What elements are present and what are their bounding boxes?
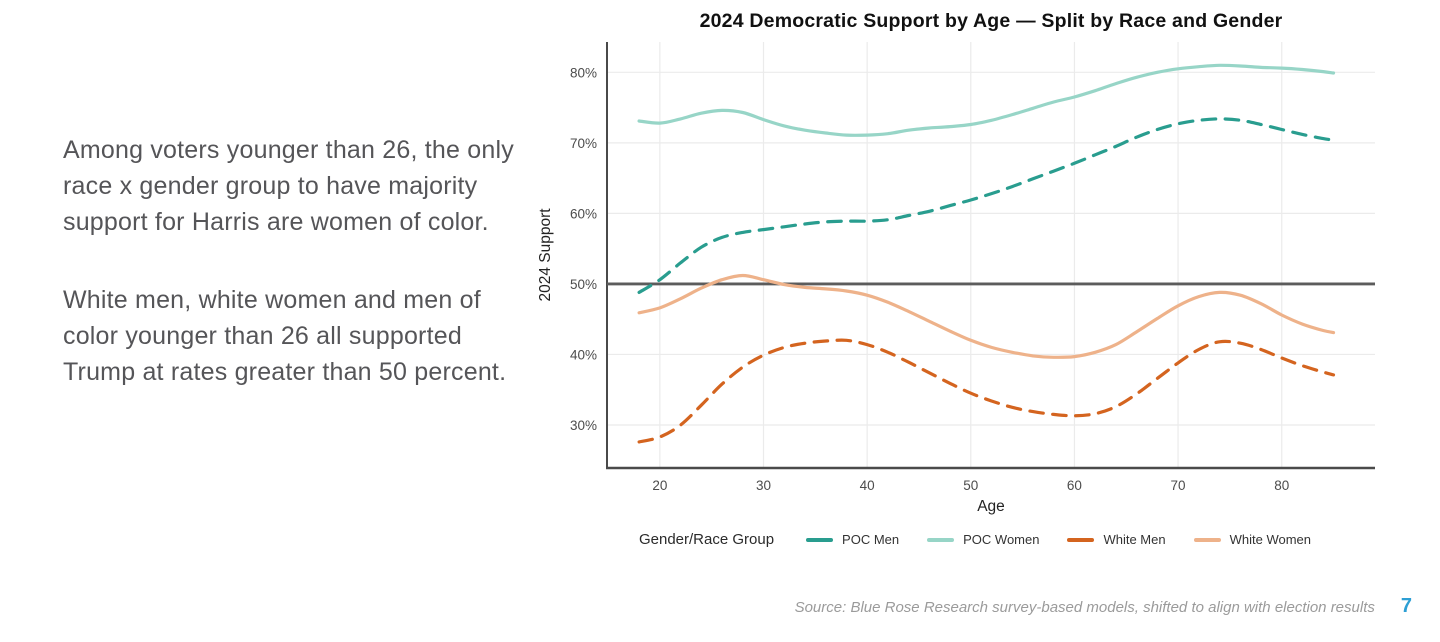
y-axis-tick-label: 80% bbox=[570, 65, 597, 80]
y-axis-tick-label: 40% bbox=[570, 347, 597, 362]
legend-swatch-icon bbox=[1193, 537, 1221, 542]
commentary-block: Among voters younger than 26, the only r… bbox=[63, 132, 523, 432]
x-axis-tick-label: 70 bbox=[1171, 478, 1186, 493]
x-axis-tick-label: 40 bbox=[860, 478, 875, 493]
y-axis-tick-label: 60% bbox=[570, 206, 597, 221]
legend-item-poc-women: POC Women bbox=[927, 532, 1039, 547]
chart-legend: Gender/Race Group POC Men POC Women White … bbox=[530, 531, 1420, 548]
series-line-poc-men bbox=[637, 117, 1336, 294]
x-axis-tick-label: 80 bbox=[1274, 478, 1289, 493]
commentary-paragraph-1: Among voters younger than 26, the only r… bbox=[63, 136, 514, 236]
legend-item-white-women: White Women bbox=[1193, 532, 1312, 547]
legend-label: POC Men bbox=[842, 532, 900, 547]
support-by-age-chart: 30% 40% 50% 60% 70% 80% 20 30 40 50 60 70 80 2024 Dem… bbox=[530, 0, 1430, 520]
legend-title: Gender/Race Group bbox=[638, 531, 775, 548]
legend-item-poc-men: POC Men bbox=[806, 532, 899, 547]
legend-swatch-icon bbox=[806, 537, 834, 542]
series-line-white-women bbox=[637, 273, 1336, 359]
legend-label: POC Women bbox=[963, 532, 1040, 547]
page-number: 7 bbox=[1400, 595, 1412, 617]
y-axis-tick-label: 30% bbox=[570, 418, 597, 433]
y-axis-tick-label: 70% bbox=[570, 136, 597, 151]
legend-label: White Women bbox=[1229, 532, 1312, 547]
legend-label: White Men bbox=[1103, 532, 1166, 547]
y-axis-title: 2024 Support bbox=[537, 208, 554, 302]
legend-item-white-men: White Men bbox=[1067, 532, 1166, 547]
source-attribution: Source: Blue Rose Research survey-based … bbox=[794, 599, 1375, 616]
footer: Source: Blue Rose Research survey-based … bbox=[530, 595, 1412, 618]
x-axis-title: Age bbox=[977, 498, 1005, 515]
x-axis-tick-label: 20 bbox=[652, 478, 667, 493]
y-axis-tick-label: 50% bbox=[570, 277, 597, 292]
line-chart-svg: 30% 40% 50% 60% 70% 80% 20 30 40 50 60 70 80 2024 Dem… bbox=[537, 10, 1375, 515]
legend-swatch-icon bbox=[927, 537, 955, 542]
commentary-paragraph-2: White men, white women and men of color … bbox=[63, 286, 507, 386]
series-line-poc-women bbox=[637, 63, 1336, 137]
legend-swatch-icon bbox=[1067, 537, 1095, 542]
x-axis-tick-label: 60 bbox=[1067, 478, 1082, 493]
chart-title: 2024 Democratic Support by Age — Split b… bbox=[700, 10, 1283, 32]
series-line-white-men bbox=[637, 338, 1336, 444]
x-axis-tick-label: 50 bbox=[963, 478, 978, 493]
x-axis-tick-label: 30 bbox=[756, 478, 771, 493]
